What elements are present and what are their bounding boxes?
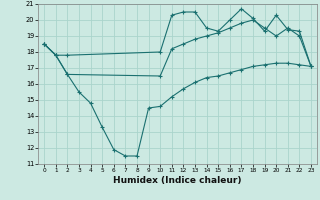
X-axis label: Humidex (Indice chaleur): Humidex (Indice chaleur)	[113, 176, 242, 185]
